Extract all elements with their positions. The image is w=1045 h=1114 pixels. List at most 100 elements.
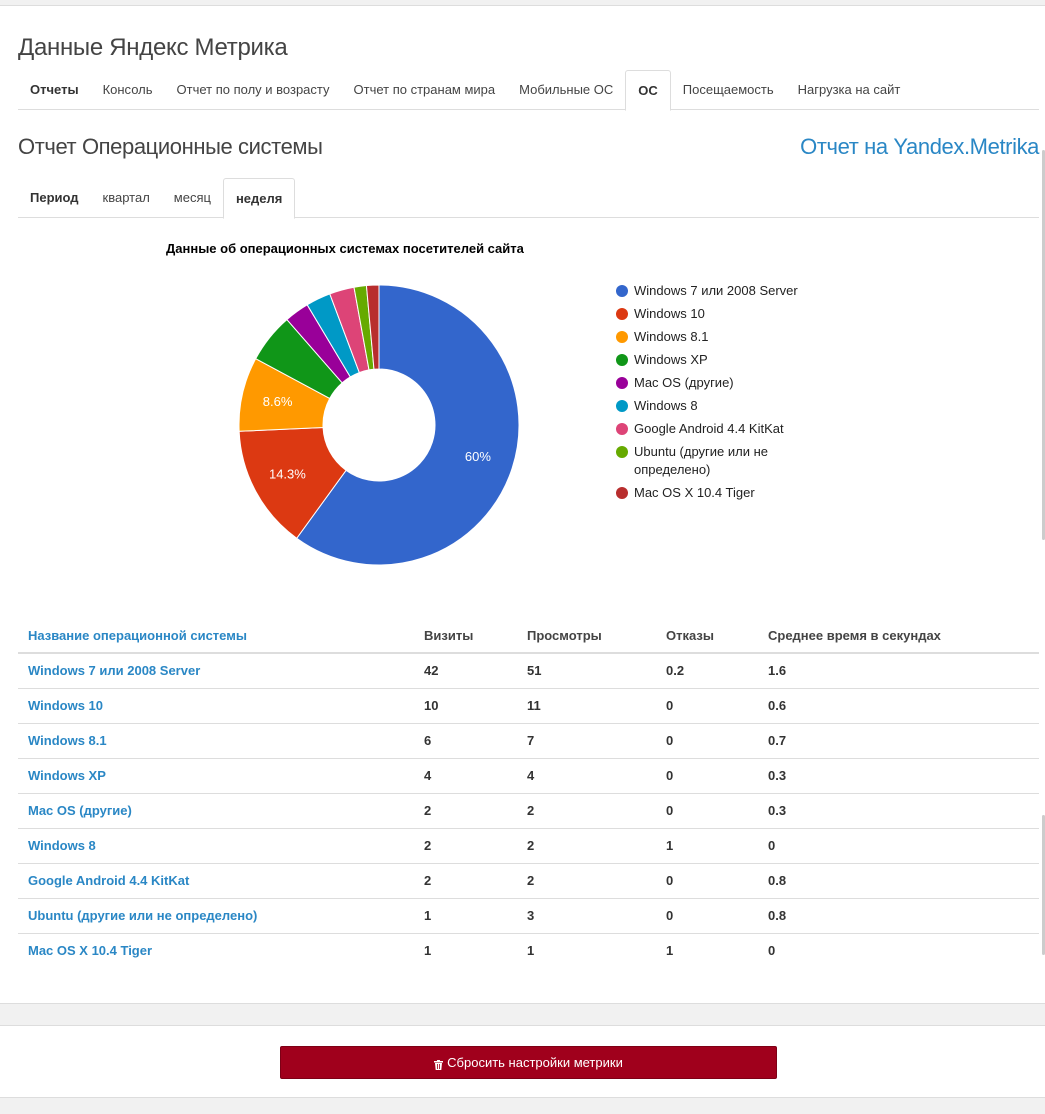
yandex-metrika-link[interactable]: Отчет на Yandex.Metrika <box>800 134 1039 159</box>
table-cell: 42 <box>414 653 517 689</box>
table-cell: 0 <box>656 793 758 829</box>
report-title: Отчет Операционные системы <box>18 134 323 159</box>
os-name-link[interactable]: Windows 8.1 <box>18 723 414 759</box>
table-row: Mac OS X 10.4 Tiger 1 1 1 0 <box>18 933 1039 968</box>
reset-metrics-button[interactable]: Сбросить настройки метрики <box>280 1046 777 1079</box>
legend-swatch <box>616 423 628 435</box>
table-cell: 0 <box>656 863 758 899</box>
os-name-link[interactable]: Mac OS X 10.4 Tiger <box>28 943 153 959</box>
table-cell: 6 <box>414 723 517 759</box>
chart-legend: Windows 7 или 2008 Server Windows 10 Windo… <box>616 282 836 507</box>
legend-label: Windows 7 или 2008 Server <box>634 283 798 298</box>
tab-main-7[interactable]: Нагрузка на сайт <box>797 82 901 97</box>
legend-swatch <box>616 446 628 458</box>
tab-main-5[interactable]: ОС <box>625 70 671 111</box>
table-cell: 1.6 <box>758 653 1039 689</box>
tab-main-2[interactable]: Отчет по полу и возрасту <box>176 82 330 97</box>
scroll-edge-mark <box>1042 815 1045 955</box>
os-name-link[interactable]: Windows 7 или 2008 Server <box>18 653 414 689</box>
os-chart: 60% 14.3% 8.6% Данные об операционных сист… <box>18 220 1004 618</box>
os-name-link[interactable]: Mac OS (другие) <box>18 793 414 829</box>
legend-swatch <box>616 377 628 389</box>
legend-item: Windows 8 <box>616 397 836 415</box>
pie-slice[interactable] <box>365 284 380 370</box>
pie-slice[interactable] <box>296 284 520 566</box>
os-name-link[interactable]: Windows XP <box>18 758 414 794</box>
table-cell: 4 <box>414 758 517 794</box>
os-name-link[interactable]: Windows 8 <box>18 828 414 864</box>
table-cell: 7 <box>517 723 656 759</box>
table-header-row: Название операционной системы Визиты Про… <box>18 618 1039 654</box>
table-cell: 3 <box>517 898 656 934</box>
table-row: Windows 10 10 11 0 0.6 <box>18 688 1039 724</box>
table-row: Ubuntu (другие или не определено) 1 3 0 0.8 <box>18 898 1039 934</box>
trash-icon <box>434 1058 444 1070</box>
table-row: Windows 7 или 2008 Server 42 51 0.2 1.6 <box>18 653 1039 689</box>
header-pageviews: Просмотры <box>517 618 656 654</box>
table-cell: 0.6 <box>758 688 1039 724</box>
table-cell: 1 <box>424 943 432 959</box>
tab-main-1[interactable]: Консоль <box>102 82 153 97</box>
table-cell: 0 <box>768 943 776 959</box>
table-cell: 0.3 <box>758 758 1039 794</box>
page-title: Данные Яндекс Метрика <box>18 34 288 61</box>
table-cell: 2 <box>517 793 656 829</box>
table-cell: 0.8 <box>758 898 1039 934</box>
table-cell: 0.7 <box>758 723 1039 759</box>
tab-main-6[interactable]: Посещаемость <box>682 82 774 97</box>
tab-period-0[interactable]: Период <box>30 190 79 205</box>
top-strip <box>0 0 1045 6</box>
table-row: Windows XP 4 4 0 0.3 <box>18 758 1039 794</box>
header-os-name[interactable]: Название операционной системы <box>18 618 414 654</box>
legend-swatch <box>616 400 628 412</box>
tab-main-0[interactable]: Отчеты <box>30 82 79 97</box>
main-panel: Данные Яндекс Метрика Отчеты Консоль Отчет… <box>0 6 1045 1004</box>
legend-item: Windows 7 или 2008 Server <box>616 282 836 300</box>
os-name-link[interactable]: Google Android 4.4 KitKat <box>18 863 414 899</box>
os-table: Название операционной системы Визиты Про… <box>18 618 1039 968</box>
table-cell: 1 <box>414 898 517 934</box>
table-cell: 0 <box>656 898 758 934</box>
legend-swatch <box>616 487 628 499</box>
table-row: Google Android 4.4 KitKat 2 2 0 0.8 <box>18 863 1039 899</box>
legend-swatch <box>616 308 628 320</box>
table-cell: 2 <box>414 828 517 864</box>
table-cell: 51 <box>517 653 656 689</box>
legend-swatch <box>616 354 628 366</box>
tab-period-3[interactable]: неделя <box>222 178 296 219</box>
table-cell: 2 <box>517 863 656 899</box>
main-tabs: Отчеты Консоль Отчет по полу и возрасту Отч… <box>18 70 1039 111</box>
table-cell: 2 <box>517 828 656 864</box>
table-cell: 2 <box>414 863 517 899</box>
period-tabs: Период квартал месяц неделя <box>18 178 1039 219</box>
table-cell: 0.2 <box>656 653 758 689</box>
legend-item: Mac OS (другие) <box>616 374 836 392</box>
table-cell: 11 <box>517 688 656 724</box>
os-name-link[interactable]: Windows 10 <box>18 688 414 724</box>
legend-item: Windows XP <box>616 351 836 369</box>
legend-swatch <box>616 331 628 343</box>
tab-main-4[interactable]: Мобильные ОС <box>519 82 614 97</box>
table-cell: 1 <box>666 943 674 959</box>
legend-label: Windows 8.1 <box>634 329 709 344</box>
table-cell: 0 <box>758 828 1039 864</box>
tab-main-3[interactable]: Отчет по странам мира <box>353 82 496 97</box>
slice-label: 60% <box>465 449 491 464</box>
legend-label: Windows XP <box>634 352 708 367</box>
legend-item: Windows 10 <box>616 305 836 323</box>
legend-label: Mac OS (другие) <box>634 375 734 390</box>
table-cell: 0 <box>656 723 758 759</box>
slice-label: 14.3% <box>269 466 306 481</box>
reset-button-label: Сбросить настройки метрики <box>447 1055 623 1070</box>
table-cell: 0.3 <box>758 793 1039 829</box>
tab-period-1[interactable]: квартал <box>102 190 150 205</box>
tab-period-2[interactable]: месяц <box>173 190 211 205</box>
footer-bar: Сбросить настройки метрики <box>0 1025 1045 1098</box>
table-cell: 10 <box>414 688 517 724</box>
legend-item: Ubuntu (другие или не определено) <box>616 443 836 479</box>
os-name-link[interactable]: Ubuntu (другие или не определено) <box>18 898 414 934</box>
table-cell: 0.8 <box>758 863 1039 899</box>
slice-label: 8.6% <box>263 394 293 409</box>
chart-title: Данные об операционных системах посетите… <box>166 241 524 256</box>
